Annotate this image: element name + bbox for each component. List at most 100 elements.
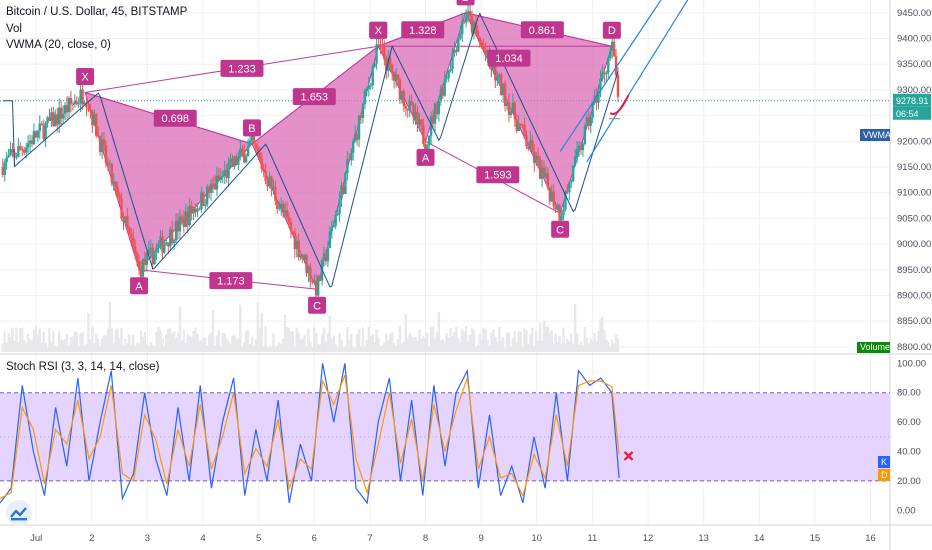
candle-body — [227, 162, 230, 178]
volume-bar — [139, 330, 143, 352]
volume-bar — [431, 326, 435, 352]
symbol-title[interactable]: Bitcoin / U.S. Dollar, 45, BITSTAMP — [6, 6, 188, 18]
candle-body — [410, 101, 413, 106]
volume-bar — [281, 339, 285, 352]
volume-bar — [137, 342, 141, 352]
volume-bar — [597, 330, 600, 352]
volume-bar — [58, 331, 61, 352]
volume-bar — [556, 342, 559, 352]
candle-body — [192, 209, 195, 214]
candle-body — [59, 107, 63, 119]
candle-body — [587, 117, 590, 126]
volume-bar — [85, 343, 88, 352]
candle-body — [139, 267, 143, 277]
price-tick: 9200.00 — [897, 136, 931, 147]
volume-bar — [198, 340, 201, 352]
volume-bar — [494, 336, 497, 352]
candle-body — [184, 211, 187, 227]
vwma-legend[interactable]: VWMA (20, close, 0) — [6, 39, 111, 51]
volume-bar — [523, 328, 526, 352]
volume-legend[interactable]: Vol — [6, 23, 22, 35]
candle-body — [313, 280, 316, 283]
volume-bar — [369, 336, 372, 352]
pattern-1-ratio-label: 1.173 — [217, 276, 245, 288]
volume-bar — [468, 334, 472, 352]
pattern-1-ratio-label-bg — [292, 88, 336, 106]
volume-bar — [531, 327, 534, 352]
volume-bar — [34, 326, 38, 352]
volume-bar — [225, 338, 228, 352]
d-tag: D — [881, 470, 888, 480]
volume-bar — [50, 342, 53, 352]
volume-bar — [311, 347, 314, 352]
volume-bar — [390, 331, 394, 352]
volume-bar — [455, 326, 458, 352]
candle-body — [219, 176, 223, 181]
candle-body — [346, 159, 349, 173]
candle-body — [400, 91, 404, 100]
volume-bar — [408, 333, 411, 352]
volume-bar — [583, 326, 587, 352]
candle-body — [597, 89, 600, 103]
candle-body — [523, 125, 526, 136]
candle-body — [589, 117, 592, 126]
volume-bar — [476, 345, 480, 352]
volume-bar — [344, 347, 347, 352]
volume-bar — [443, 342, 446, 352]
pattern-1-ratio-label-bg — [220, 59, 264, 77]
volume-bars — [1, 301, 620, 352]
volume-bar — [445, 333, 448, 352]
tradingview-logo[interactable] — [6, 500, 32, 526]
price-tick: 8950.00 — [897, 265, 931, 276]
candle-body — [505, 102, 509, 107]
candle-body — [106, 162, 110, 165]
volume-bar — [77, 346, 80, 352]
volume-bar — [207, 335, 211, 352]
volume-bar — [591, 341, 594, 352]
time-tick: 5 — [256, 533, 261, 544]
candle-body — [149, 247, 152, 250]
candle-body — [492, 64, 495, 70]
candle-body — [19, 146, 22, 150]
vwma-tag: VWMA — [863, 130, 891, 140]
volume-bar — [562, 327, 565, 352]
candle-body — [418, 119, 421, 125]
volume-bar — [544, 326, 548, 352]
volume-bar — [433, 338, 437, 352]
candle-body — [542, 167, 546, 178]
volume-bar — [568, 341, 571, 352]
volume-bar — [437, 312, 441, 352]
candle-body — [575, 149, 579, 157]
candle-body — [170, 229, 174, 243]
volume-bar — [387, 340, 390, 352]
volume-bar — [614, 334, 618, 352]
stoch-rsi-legend[interactable]: Stoch RSI (3, 3, 14, 14, close) — [6, 361, 160, 373]
candle-body — [451, 52, 454, 70]
volume-bar — [235, 339, 238, 352]
candle-body — [73, 101, 77, 105]
pattern-2-point-c-bg — [551, 220, 570, 238]
volume-bar — [170, 333, 174, 352]
volume-bar — [26, 334, 30, 352]
candle-body — [15, 156, 18, 158]
candle-body — [250, 133, 254, 141]
candle-body — [262, 168, 265, 172]
volume-bar — [204, 337, 207, 352]
volume-bar — [81, 332, 84, 352]
volume-bar — [110, 328, 114, 352]
volume-bar — [217, 330, 221, 352]
pattern-2-point-c: C — [556, 224, 564, 236]
candle-body — [521, 124, 524, 126]
tv-logo-icon — [10, 507, 27, 521]
volume-bar — [135, 342, 139, 352]
price-tick: 9300.00 — [897, 85, 931, 96]
candle-body — [1, 167, 4, 175]
candle-body — [42, 125, 45, 140]
candle-body — [11, 149, 14, 153]
candle-body — [433, 103, 437, 124]
volume-bar — [54, 345, 57, 352]
volume-bar — [17, 341, 20, 352]
candle-body — [5, 157, 8, 163]
volume-bar — [398, 326, 402, 352]
countdown-tag-bg — [893, 106, 931, 120]
